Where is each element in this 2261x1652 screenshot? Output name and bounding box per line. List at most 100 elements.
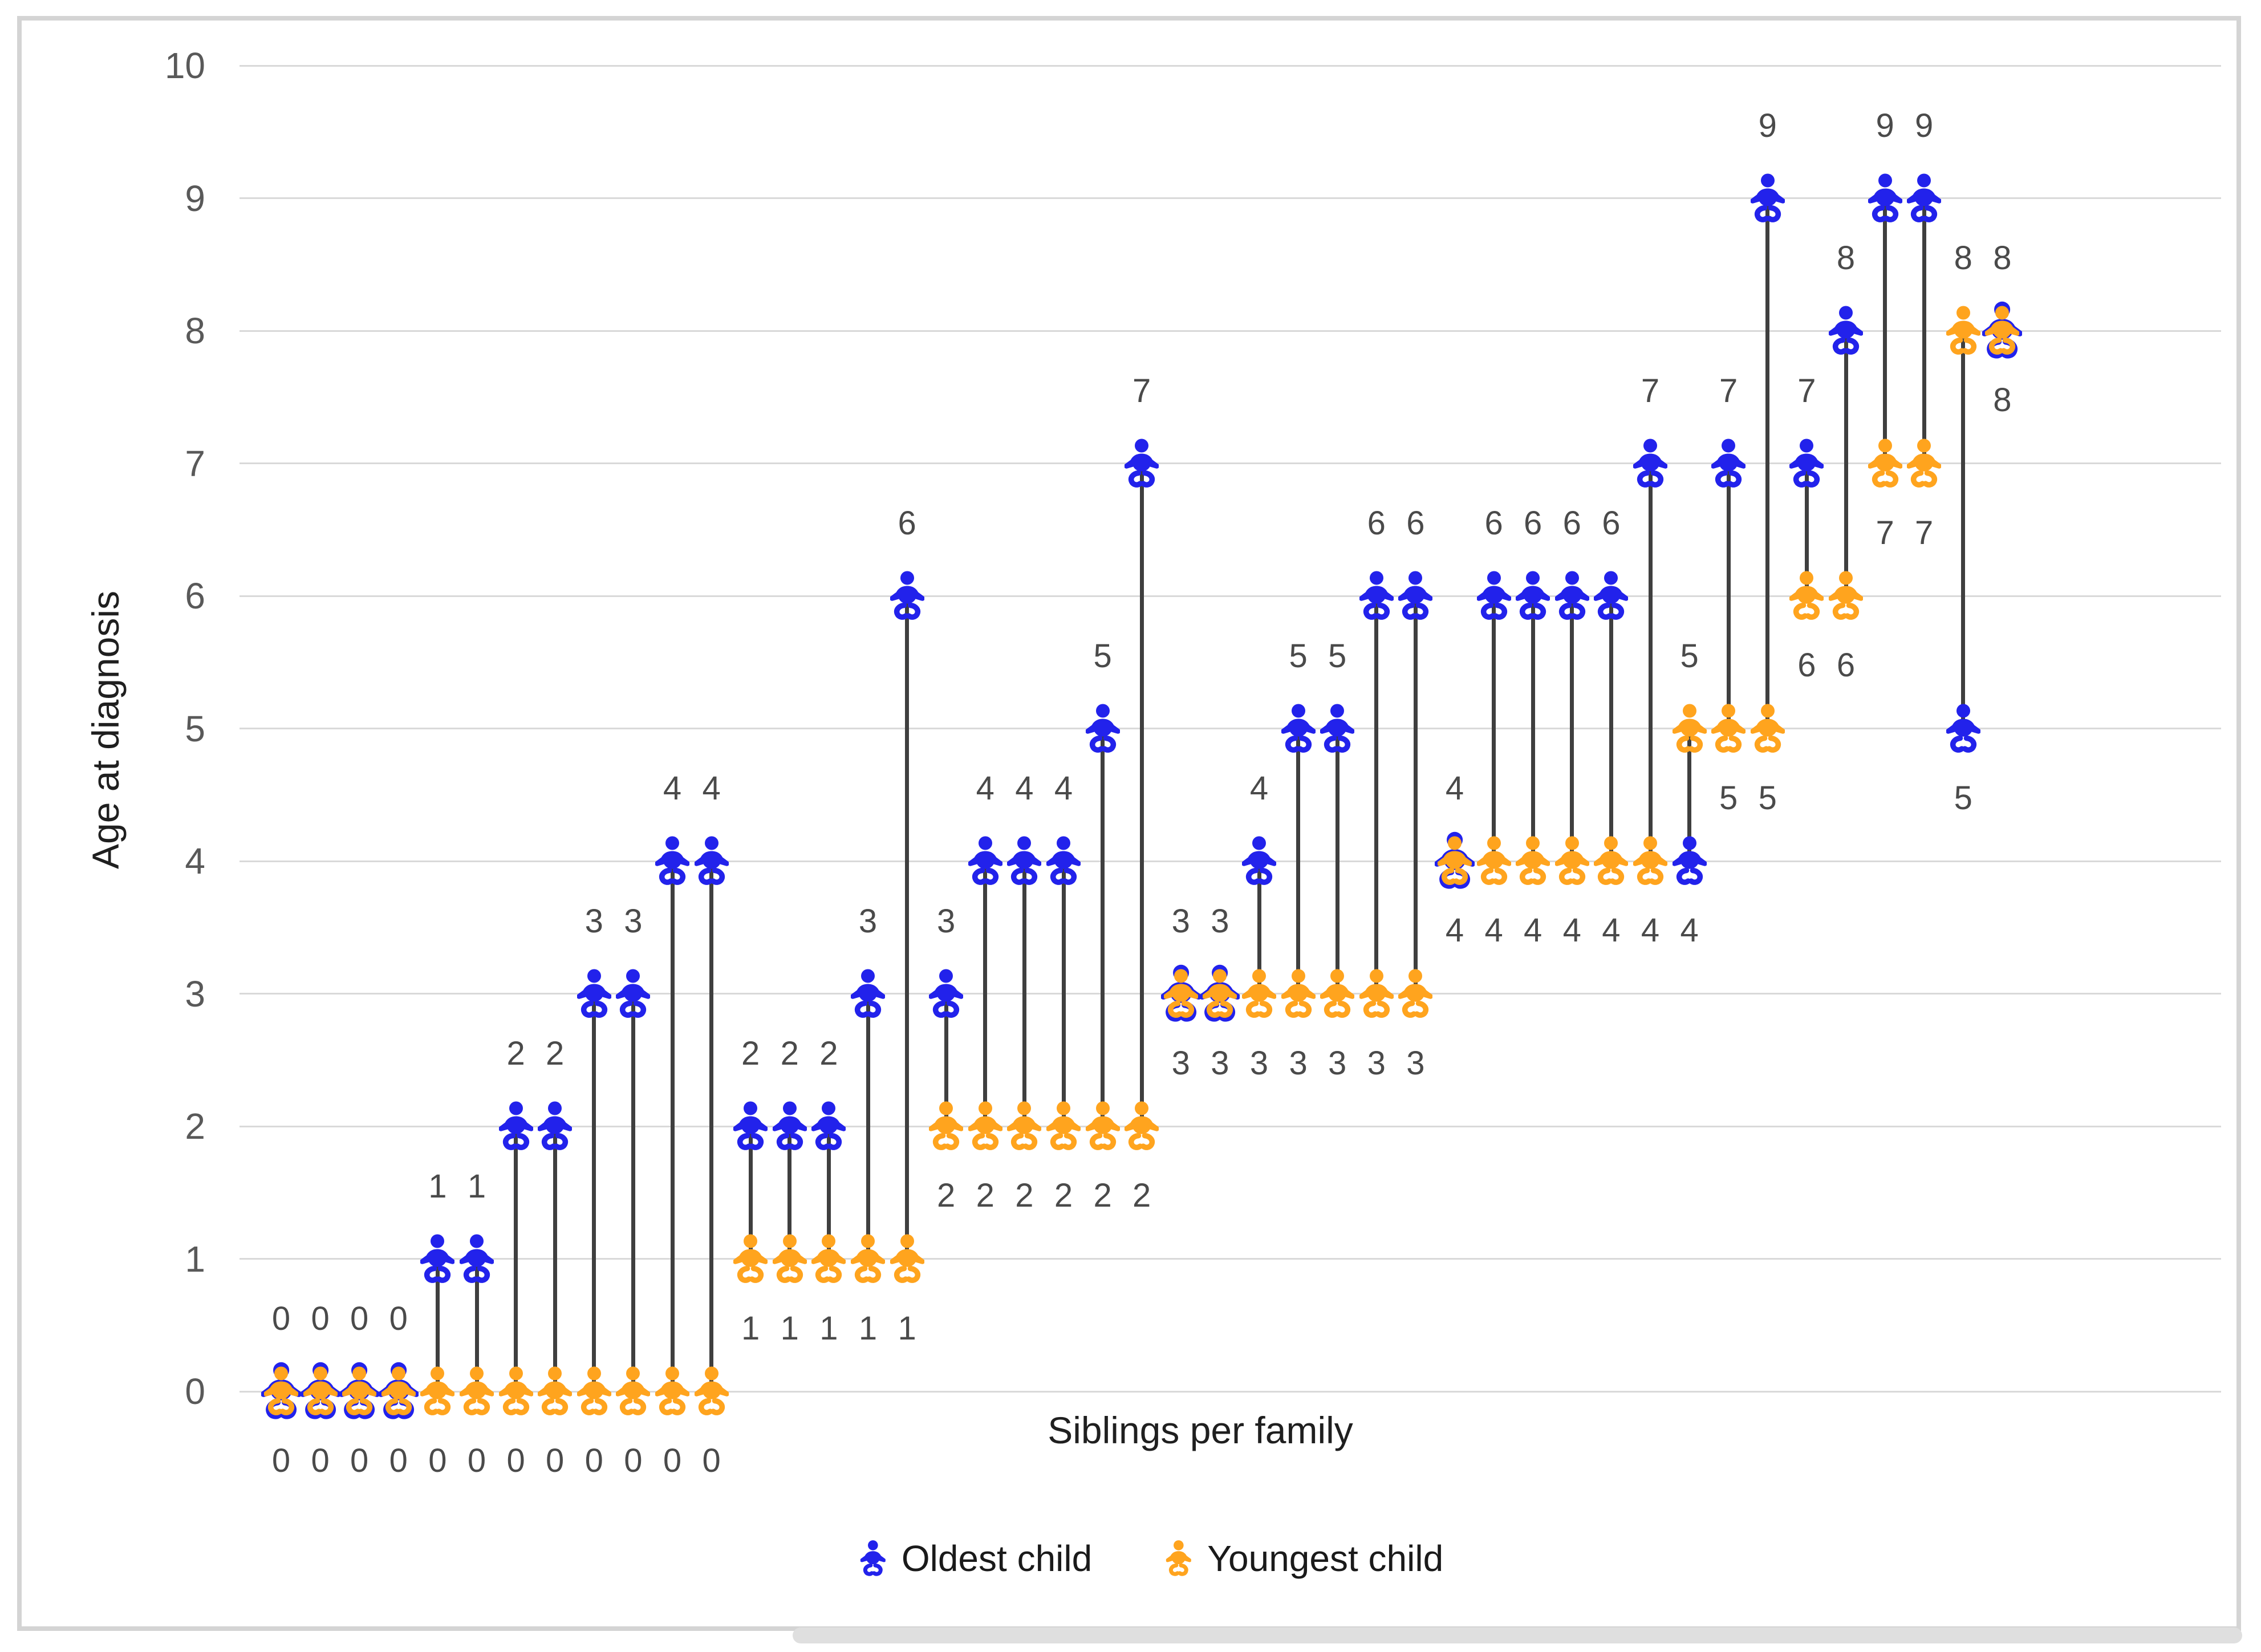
family-23-lower-label: 2	[1132, 1177, 1151, 1214]
family-37-youngest-baby-icon	[1673, 703, 1707, 754]
family-43-lower-label: 7	[1915, 514, 1934, 551]
family-43-youngest-baby-icon	[1907, 438, 1941, 489]
family-31-youngest-baby-icon	[1438, 835, 1472, 887]
y-tick-label-7: 7	[185, 443, 205, 484]
family-40-youngest-baby-icon	[1789, 570, 1824, 622]
legend: Oldest child Youngest child	[860, 1540, 1443, 1577]
family-21-youngest-baby-icon	[1046, 1101, 1081, 1152]
family-38-youngest-baby-icon	[1711, 703, 1746, 754]
family-26-oldest-baby-icon	[1242, 835, 1276, 887]
family-34-oldest-baby-icon	[1555, 570, 1589, 622]
family-26-upper-label: 4	[1249, 770, 1269, 807]
youngest-child-baby-icon	[1166, 1540, 1191, 1577]
legend-label-youngest: Youngest child	[1207, 1538, 1444, 1579]
family-5-youngest-baby-icon	[420, 1366, 454, 1417]
gridline-y-1	[240, 1258, 2221, 1260]
family-22-youngest-baby-icon	[1086, 1101, 1120, 1152]
family-33-connector	[1531, 596, 1535, 861]
family-36-lower-label: 4	[1641, 912, 1660, 949]
family-9-connector	[592, 993, 596, 1391]
legend-item-youngest[interactable]: Youngest child	[1166, 1540, 1443, 1577]
family-23-oldest-baby-icon	[1125, 438, 1159, 489]
family-45-upper-label: 8	[1993, 240, 2012, 277]
family-5-upper-label: 1	[428, 1167, 447, 1205]
family-21-lower-label: 2	[1054, 1177, 1073, 1214]
family-33-lower-label: 4	[1524, 912, 1542, 949]
gridline-y-8	[240, 330, 2221, 332]
family-14-lower-label: 1	[780, 1309, 799, 1347]
family-15-lower-label: 1	[819, 1309, 838, 1347]
gridline-y-9	[240, 197, 2221, 199]
family-44-connector	[1961, 331, 1966, 729]
family-12-upper-label: 4	[702, 770, 721, 807]
gridline-y-6	[240, 595, 2221, 597]
family-41-youngest-baby-icon	[1829, 570, 1863, 622]
family-29-lower-label: 3	[1367, 1044, 1386, 1082]
family-16-upper-label: 3	[858, 902, 878, 940]
family-39-oldest-baby-icon	[1751, 173, 1785, 224]
family-27-youngest-baby-icon	[1281, 968, 1316, 1020]
family-32-upper-label: 6	[1484, 505, 1503, 542]
family-17-upper-label: 6	[898, 505, 916, 542]
family-20-upper-label: 4	[1015, 770, 1034, 807]
family-15-upper-label: 2	[819, 1035, 838, 1072]
family-13-youngest-baby-icon	[733, 1233, 768, 1285]
family-30-connector	[1413, 596, 1418, 994]
family-6-lower-label: 0	[467, 1442, 486, 1479]
y-tick-label-6: 6	[185, 575, 205, 616]
family-28-lower-label: 3	[1328, 1044, 1347, 1082]
family-19-youngest-baby-icon	[968, 1101, 1002, 1152]
family-5-connector	[435, 1259, 440, 1391]
family-27-oldest-baby-icon	[1281, 703, 1316, 754]
family-18-lower-label: 2	[937, 1177, 956, 1214]
family-35-connector	[1609, 596, 1613, 861]
family-6-upper-label: 1	[467, 1167, 486, 1205]
family-12-lower-label: 0	[702, 1442, 721, 1479]
gridline-y-5	[240, 728, 2221, 729]
family-16-oldest-baby-icon	[851, 968, 885, 1020]
family-19-upper-label: 4	[976, 770, 994, 807]
legend-item-oldest[interactable]: Oldest child	[860, 1540, 1092, 1577]
family-26-youngest-baby-icon	[1242, 968, 1276, 1020]
family-9-lower-label: 0	[584, 1442, 603, 1479]
family-33-youngest-baby-icon	[1516, 835, 1550, 887]
family-22-oldest-baby-icon	[1086, 703, 1120, 754]
family-44-oldest-baby-icon	[1946, 703, 1980, 754]
family-44-lower-label: 5	[1954, 779, 1972, 817]
family-28-oldest-baby-icon	[1320, 703, 1354, 754]
family-10-oldest-baby-icon	[616, 968, 650, 1020]
family-38-upper-label: 7	[1719, 372, 1738, 409]
family-17-lower-label: 1	[898, 1309, 916, 1347]
family-30-oldest-baby-icon	[1398, 570, 1432, 622]
family-14-oldest-baby-icon	[773, 1101, 807, 1152]
y-tick-label-2: 2	[185, 1106, 205, 1147]
family-23-youngest-baby-icon	[1125, 1101, 1159, 1152]
family-19-lower-label: 2	[976, 1177, 994, 1214]
family-29-oldest-baby-icon	[1359, 570, 1394, 622]
family-6-oldest-baby-icon	[460, 1233, 494, 1285]
family-42-oldest-baby-icon	[1868, 173, 1902, 224]
family-15-connector	[826, 1126, 831, 1259]
family-3-lower-label: 0	[350, 1442, 369, 1479]
family-15-oldest-baby-icon	[811, 1101, 846, 1152]
family-20-lower-label: 2	[1015, 1177, 1034, 1214]
family-31-upper-label: 4	[1445, 770, 1464, 807]
family-18-connector	[944, 993, 948, 1126]
family-37-upper-label: 5	[1680, 637, 1699, 675]
family-2-lower-label: 0	[311, 1442, 330, 1479]
family-16-youngest-baby-icon	[851, 1233, 885, 1285]
family-30-youngest-baby-icon	[1398, 968, 1432, 1020]
family-3-upper-label: 0	[350, 1300, 369, 1337]
family-41-upper-label: 8	[1836, 240, 1856, 277]
y-tick-label-3: 3	[185, 973, 205, 1014]
family-39-lower-label: 5	[1758, 779, 1777, 817]
family-26-lower-label: 3	[1249, 1044, 1269, 1082]
family-6-youngest-baby-icon	[460, 1366, 494, 1417]
bottom-scrollbar[interactable]	[793, 1627, 2242, 1643]
family-12-youngest-baby-icon	[695, 1366, 729, 1417]
family-25-upper-label: 3	[1211, 902, 1229, 940]
gridline-y-0	[240, 1390, 2221, 1393]
family-11-upper-label: 4	[663, 770, 682, 807]
